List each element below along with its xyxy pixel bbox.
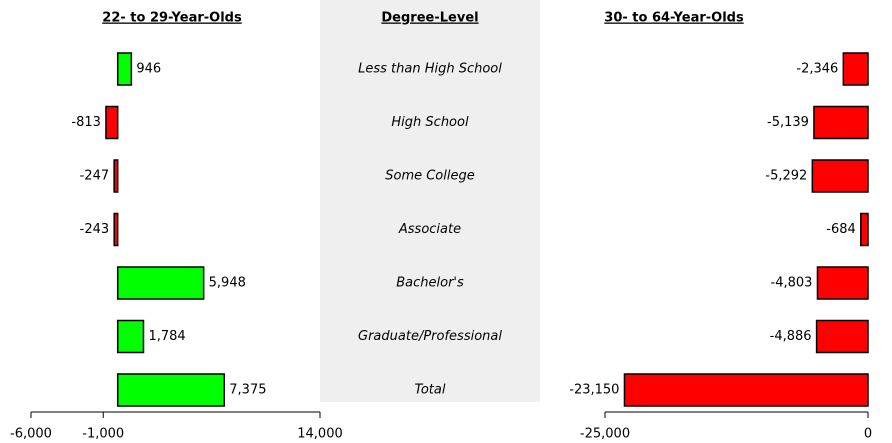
value-label: 1,784 — [148, 329, 185, 344]
x-tick-label: 0 — [864, 427, 872, 442]
bar — [116, 373, 226, 407]
category-title: Degree-Level — [381, 11, 478, 26]
bar — [105, 105, 119, 140]
value-label: -4,886 — [770, 329, 812, 344]
category-label: Graduate/Professional — [358, 329, 502, 344]
value-label: 946 — [136, 62, 161, 77]
bar — [113, 212, 119, 247]
bar — [813, 105, 869, 140]
x-tick-label: -6,000 — [10, 427, 52, 442]
value-label: 7,375 — [229, 383, 266, 398]
bar — [116, 52, 133, 86]
bar — [623, 373, 869, 407]
category-label: Total — [415, 383, 446, 398]
bar — [116, 266, 205, 300]
value-label: -813 — [71, 115, 101, 130]
bar — [116, 319, 145, 354]
value-label: -4,803 — [771, 276, 813, 291]
bar — [113, 159, 119, 193]
value-label: -247 — [80, 169, 110, 184]
category-label: Less than High School — [358, 62, 502, 77]
value-label: -684 — [826, 222, 856, 237]
left-title: 22- to 29-Year-Olds — [102, 11, 242, 26]
bar — [860, 212, 869, 247]
bar — [815, 319, 869, 354]
x-tick-label: -1,000 — [82, 427, 124, 442]
right-title: 30- to 64-Year-Olds — [604, 11, 744, 26]
x-tick-label: 14,000 — [297, 427, 343, 442]
category-label: Bachelor's — [396, 276, 464, 291]
category-label: Some College — [385, 169, 475, 184]
category-label: High School — [391, 115, 469, 130]
value-label: 5,948 — [209, 276, 246, 291]
x-tick-label: -25,000 — [580, 427, 630, 442]
bar — [811, 159, 869, 193]
value-label: -5,139 — [767, 115, 809, 130]
category-label: Associate — [398, 222, 461, 237]
bar — [842, 52, 869, 86]
bar — [816, 266, 869, 300]
category-panel — [320, 0, 540, 402]
value-label: -5,292 — [765, 169, 807, 184]
value-label: -2,346 — [796, 62, 838, 77]
value-label: -243 — [80, 222, 110, 237]
value-label: -23,150 — [569, 383, 619, 398]
